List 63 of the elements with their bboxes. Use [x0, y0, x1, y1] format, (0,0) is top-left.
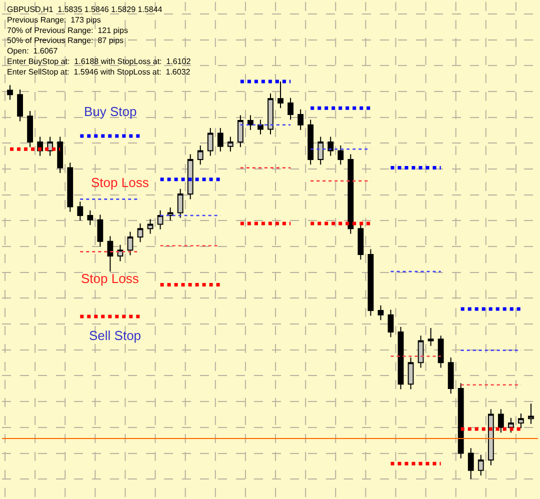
candlestick: [157, 210, 164, 230]
candlestick: [167, 207, 174, 222]
candlestick: [338, 145, 344, 166]
candlestick: [438, 335, 444, 368]
candlestick: [127, 231, 134, 256]
candlestick: [227, 136, 234, 152]
candlestick: [248, 114, 254, 131]
candlestick: [398, 326, 404, 390]
annotation: Stop Loss: [81, 271, 140, 286]
candlestick: [468, 448, 474, 480]
candlestick: [67, 162, 74, 212]
candlestick: [47, 136, 54, 156]
candlestick: [237, 114, 244, 148]
candlestick: [458, 382, 464, 459]
candlestick: [17, 88, 23, 122]
candlestick: [107, 236, 114, 272]
annotation: Stop Loss: [91, 175, 150, 190]
candlestick: [378, 304, 384, 321]
candlestick: [518, 413, 524, 429]
candlestick: [258, 119, 264, 135]
candlestick: [278, 81, 284, 109]
candlestick: [7, 84, 13, 100]
candlestick: [368, 248, 374, 316]
text: GBPUSD,H1 1.5835 1.5846 1.5829 1.5844: [7, 5, 163, 14]
candlestick: [77, 201, 84, 222]
text: Open: 1.6067: [7, 46, 58, 56]
candlestick: [177, 188, 184, 218]
annotation: Buy Stop: [84, 104, 137, 119]
candlestick: [508, 417, 514, 434]
annotation: Sell Stop: [89, 328, 142, 343]
candlestick: [318, 136, 324, 166]
candlestick: [428, 328, 434, 346]
candlestick: [27, 110, 34, 148]
candlestick: [478, 454, 484, 476]
candlestick: [448, 356, 454, 394]
candlestick: [87, 210, 94, 226]
candlestick: [498, 408, 504, 434]
candlestick: [358, 222, 364, 260]
candlestick: [97, 214, 104, 248]
candlestick: [57, 136, 64, 174]
text: Enter BuyStop at: 1.6188 with StopLoss at: 1.6102: [7, 57, 192, 66]
candlestick: [328, 136, 334, 156]
candlestick: [288, 97, 294, 120]
candlestick: [197, 145, 204, 166]
candlestick: [308, 119, 314, 166]
candlestick: [488, 408, 494, 466]
candlestick: [418, 335, 424, 368]
candlestick: [348, 154, 354, 234]
candlestick: [268, 92, 274, 135]
text: Previous Range: 173 pips: [7, 15, 101, 24]
text: 50% of Previous Range: 87 pips: [7, 36, 124, 46]
candlestick: [117, 244, 124, 262]
candlestick: [528, 403, 534, 424]
candlestick: [388, 309, 394, 338]
candlestick: [217, 128, 224, 152]
text: 70% of Previous Range: 121 pips: [7, 26, 128, 35]
candlestick: [147, 218, 154, 234]
candlestick: [408, 356, 414, 390]
text: Enter SellStop at: 1.5946 with StopLoss at: 1.6032: [7, 67, 191, 76]
candlestick: [298, 108, 304, 131]
candlestick: [187, 154, 194, 200]
candlestick: [137, 222, 144, 243]
candlestick: [207, 128, 214, 156]
